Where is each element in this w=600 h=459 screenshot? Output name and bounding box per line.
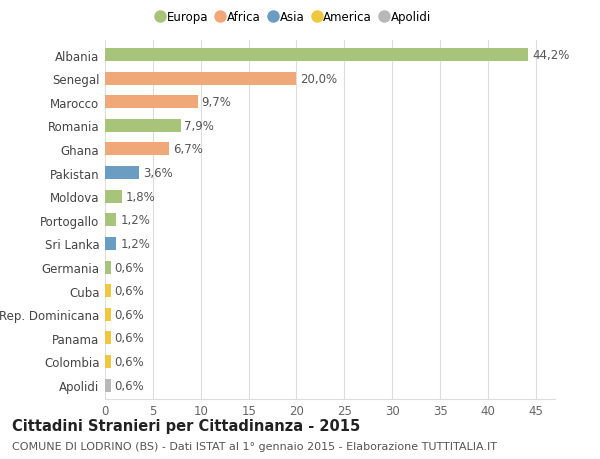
Bar [105,120,181,133]
Bar [105,214,116,227]
Text: 0,6%: 0,6% [115,379,145,392]
Text: 1,2%: 1,2% [121,214,150,227]
Bar [105,285,111,297]
Text: 0,6%: 0,6% [115,331,145,345]
Bar [105,355,111,368]
Bar [105,237,116,250]
Bar [105,73,296,85]
Text: 9,7%: 9,7% [202,96,232,109]
Text: 20,0%: 20,0% [301,73,337,85]
Text: 0,6%: 0,6% [115,261,145,274]
Bar [105,379,111,392]
Text: COMUNE DI LODRINO (BS) - Dati ISTAT al 1° gennaio 2015 - Elaborazione TUTTITALIA: COMUNE DI LODRINO (BS) - Dati ISTAT al 1… [12,441,497,451]
Bar [105,167,139,179]
Text: 0,6%: 0,6% [115,308,145,321]
Text: 0,6%: 0,6% [115,285,145,297]
Text: 1,2%: 1,2% [121,237,150,250]
Bar [105,96,198,109]
Text: 1,8%: 1,8% [126,190,156,203]
Bar [105,308,111,321]
Legend: Europa, Africa, Asia, America, Apolidi: Europa, Africa, Asia, America, Apolidi [152,6,436,28]
Bar [105,49,528,62]
Bar [105,331,111,345]
Text: Cittadini Stranieri per Cittadinanza - 2015: Cittadini Stranieri per Cittadinanza - 2… [12,418,360,433]
Text: 0,6%: 0,6% [115,355,145,368]
Bar [105,190,122,203]
Bar [105,143,169,156]
Text: 3,6%: 3,6% [143,167,173,179]
Bar [105,261,111,274]
Text: 7,9%: 7,9% [184,120,214,133]
Text: 44,2%: 44,2% [532,49,569,62]
Text: 6,7%: 6,7% [173,143,203,156]
